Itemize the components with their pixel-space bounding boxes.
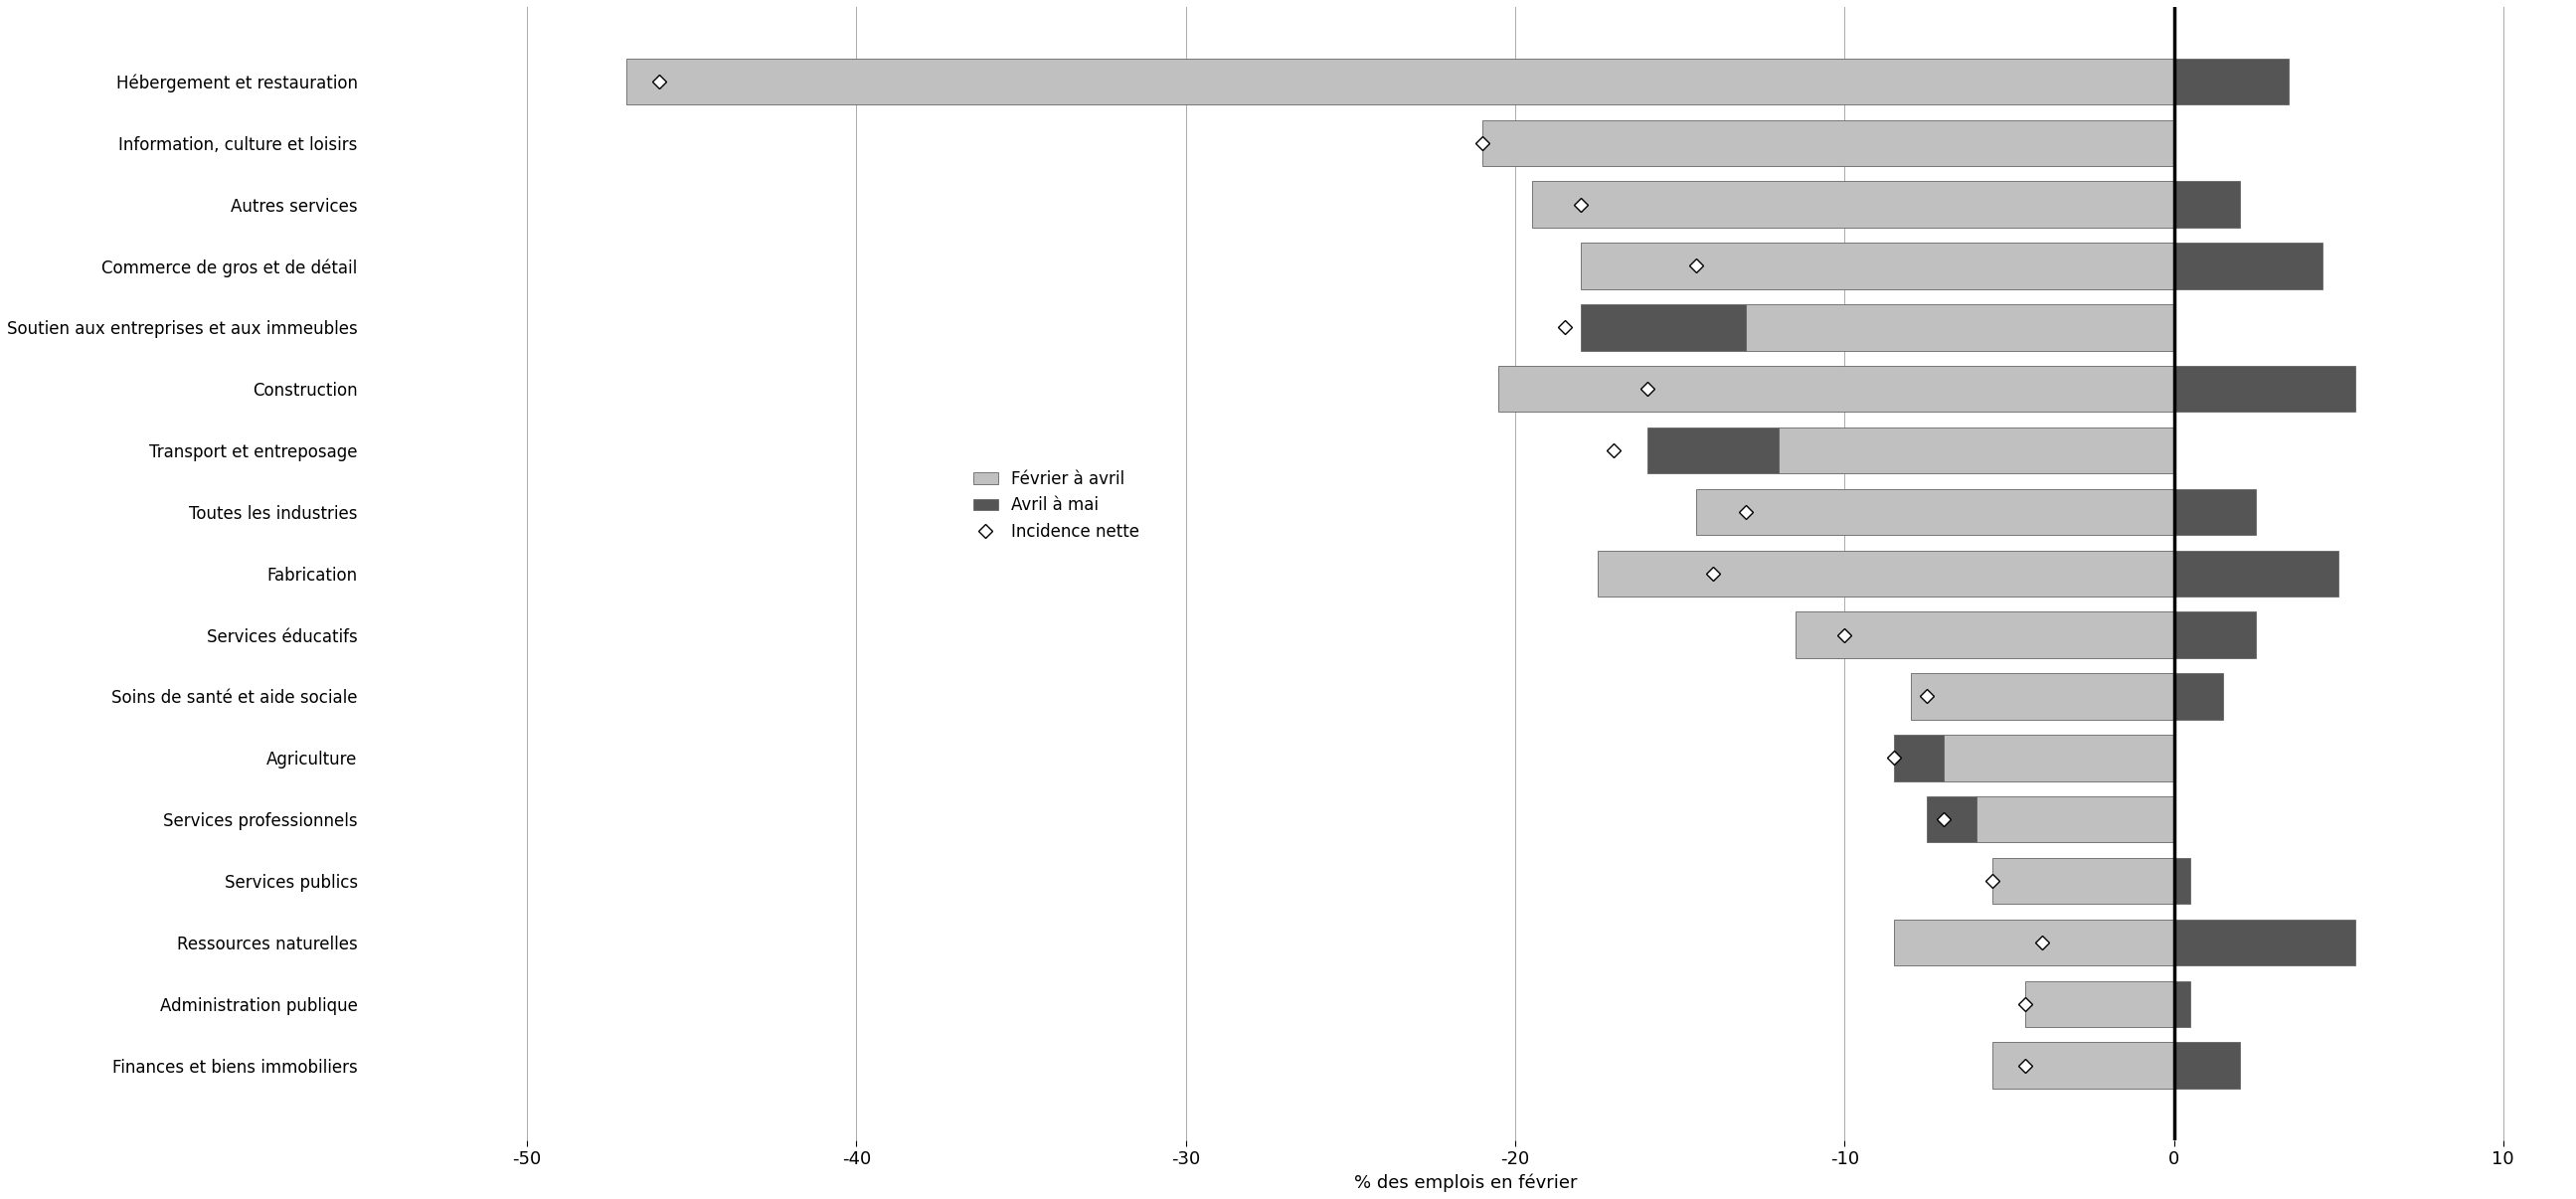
Bar: [1795, 611, 2174, 658]
Bar: [1942, 735, 2174, 781]
Bar: [2174, 674, 2223, 719]
Bar: [1994, 1042, 2174, 1089]
Bar: [1927, 796, 1976, 843]
Bar: [1582, 305, 1747, 350]
X-axis label: % des emplois en février: % des emplois en février: [1355, 1174, 1577, 1192]
Bar: [2174, 920, 2354, 965]
Bar: [2174, 550, 2339, 596]
Bar: [1777, 427, 2174, 474]
Legend: Février à avril, Avril à mai, Incidence nette: Février à avril, Avril à mai, Incidence …: [966, 464, 1146, 547]
Bar: [1911, 674, 2174, 719]
Bar: [2025, 981, 2174, 1026]
Bar: [2174, 59, 2290, 104]
Bar: [2174, 611, 2257, 658]
Bar: [1597, 550, 2174, 596]
Bar: [1582, 243, 2174, 289]
Bar: [2174, 981, 2190, 1026]
Bar: [1499, 366, 2174, 412]
Bar: [2174, 1042, 2239, 1089]
Bar: [1646, 427, 1777, 474]
Bar: [1893, 735, 1942, 781]
Bar: [1698, 489, 2174, 535]
Bar: [626, 59, 2174, 104]
Bar: [2174, 243, 2321, 289]
Bar: [2174, 366, 2354, 412]
Bar: [2174, 181, 2239, 228]
Bar: [1994, 857, 2174, 904]
Bar: [1976, 796, 2174, 843]
Bar: [1893, 920, 2174, 965]
Bar: [1481, 120, 2174, 165]
Bar: [1747, 305, 2174, 350]
Bar: [1533, 181, 2174, 228]
Bar: [2174, 489, 2257, 535]
Bar: [2174, 857, 2190, 904]
